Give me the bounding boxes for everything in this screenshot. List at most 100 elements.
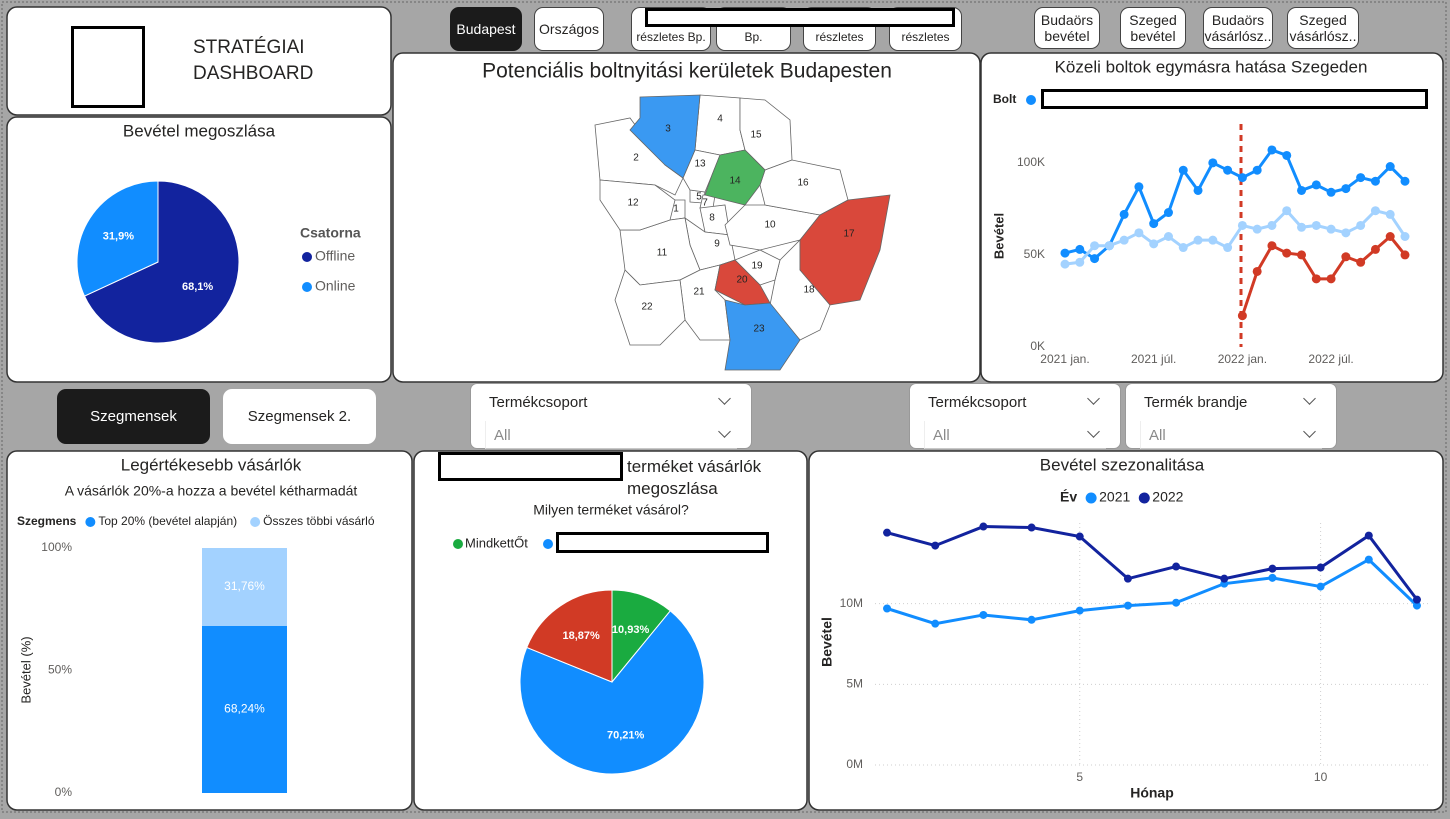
pie-slice: [83, 180, 240, 344]
legend-title: Szegmens: [17, 514, 77, 528]
nav-button[interactable]: Szeged bevétel: [1120, 7, 1186, 49]
legend-marker: [1138, 492, 1150, 504]
dropdown[interactable]: All: [485, 421, 737, 449]
data-point: [1341, 184, 1351, 194]
legend-label: Összes többi vásárló: [263, 514, 375, 528]
data-point: [1268, 564, 1277, 573]
data-point: [1027, 523, 1036, 532]
data-point: [1123, 601, 1132, 610]
data-point: [1075, 244, 1085, 254]
data-point: [1223, 165, 1233, 175]
legend-marker: [85, 517, 96, 527]
data-point: [1193, 185, 1203, 195]
y-axis-title: Bevétel (%): [18, 636, 33, 703]
data-point: [1075, 532, 1084, 541]
y-tick-label: 5M: [846, 677, 863, 691]
legend-marker: [250, 517, 261, 527]
district-label: 16: [797, 178, 809, 189]
chart-title: Bevétel megoszlása: [123, 121, 276, 140]
y-tick-label: 50K: [1024, 247, 1045, 261]
data-point: [1311, 220, 1321, 230]
bar-segment: [202, 625, 287, 793]
data-point: [1268, 573, 1277, 582]
x-tick-label: 2021 jan.: [1040, 352, 1089, 366]
x-tick-label: 2022 júl.: [1308, 352, 1353, 366]
nav-button[interactable]: Szeged vásárlósz..: [1287, 7, 1359, 49]
chart-title: terméket vásárlók megoszlása: [627, 457, 762, 499]
y-tick-label: 50%: [48, 663, 72, 677]
x-tick-label: 2022 jan.: [1218, 352, 1267, 366]
data-label: 31,76%: [224, 579, 265, 593]
slicer[interactable]: Termékcsoport All: [909, 383, 1121, 449]
dropdown[interactable]: All: [1140, 421, 1322, 449]
data-point: [1119, 235, 1129, 245]
slicer-value: All: [933, 427, 950, 444]
redaction: [645, 8, 955, 27]
nav-button[interactable]: Budaörs vásárlósz..: [1203, 7, 1273, 49]
data-point: [931, 541, 940, 550]
data-point: [1208, 235, 1218, 245]
district-label: 20: [736, 275, 748, 286]
district-label: 11: [657, 248, 668, 259]
x-tick-label: 10: [1314, 770, 1328, 784]
legend-marker: [302, 282, 312, 292]
redaction: [1041, 89, 1428, 109]
district: [699, 204, 731, 236]
slicer[interactable]: Termék brandje All: [1125, 383, 1337, 449]
data-point: [1252, 266, 1262, 276]
data-point: [979, 610, 988, 619]
segment-button[interactable]: Szegmensek 2.: [223, 389, 376, 444]
data-point: [1282, 150, 1292, 160]
chevron: [718, 392, 731, 405]
data-point: [1370, 176, 1380, 186]
redaction: [438, 452, 623, 481]
data-point: [1172, 562, 1181, 571]
slicer-title: Termék brandje: [1144, 394, 1248, 411]
data-point: [1356, 173, 1366, 183]
data-label: 70,21%: [607, 729, 645, 741]
data-point: [1364, 555, 1373, 564]
district: [704, 149, 766, 206]
slicer[interactable]: Termékcsoport All: [470, 383, 752, 449]
nav-button[interactable]: Országos: [534, 7, 604, 51]
y-tick-label: 100%: [41, 540, 72, 554]
data-point: [1316, 563, 1325, 572]
district-label: 1: [673, 204, 679, 215]
data-point: [1208, 158, 1218, 168]
y-axis-title: Bevétel: [991, 213, 1006, 259]
district: [694, 94, 746, 156]
nav-button[interactable]: Budaörs bevétel: [1034, 7, 1100, 49]
pie-slice: [526, 589, 613, 683]
district-label: 13: [694, 159, 706, 170]
data-point: [1356, 220, 1366, 230]
data-point: [1267, 220, 1277, 230]
x-tick-label: 5: [1076, 770, 1083, 784]
card: [980, 52, 1444, 383]
data-point: [1311, 274, 1321, 284]
legend-label: Online: [315, 278, 356, 294]
nav-button[interactable]: részletes Bp.: [631, 7, 711, 51]
dropdown[interactable]: All: [924, 421, 1106, 449]
district: [614, 269, 686, 346]
district-label: 3: [665, 124, 671, 135]
data-point: [1370, 206, 1380, 216]
data-point: [1075, 606, 1084, 615]
data-point: [1237, 311, 1247, 321]
chevron: [1303, 425, 1316, 438]
data-point: [1385, 209, 1395, 219]
x-tick-label: 2021 júl.: [1131, 352, 1176, 366]
y-tick-label: 0K: [1030, 339, 1045, 353]
data-point: [1075, 257, 1085, 267]
data-point: [1326, 224, 1336, 234]
district: [799, 194, 891, 306]
data-point: [1252, 165, 1262, 175]
data-point: [1356, 257, 1366, 267]
data-point: [1252, 224, 1262, 234]
district-label: 2: [633, 153, 639, 164]
data-point: [1220, 574, 1229, 583]
legend-label: 2021: [1099, 489, 1130, 505]
nav-button[interactable]: Budapest: [450, 7, 522, 51]
chart-title: Közeli boltok egymásra hatása Szegeden: [1055, 57, 1368, 76]
segment-button[interactable]: Szegmensek: [57, 389, 210, 444]
